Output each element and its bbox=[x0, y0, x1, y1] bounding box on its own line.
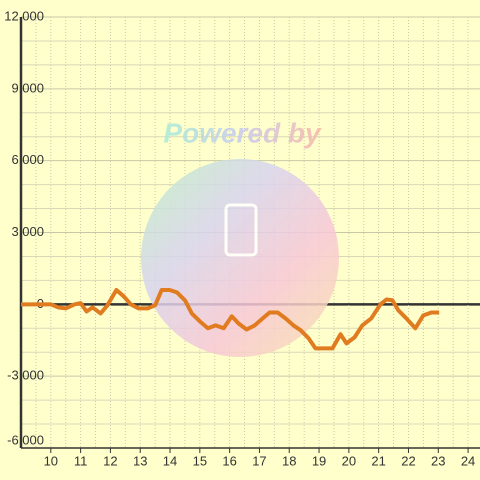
x-tick-label: 17 bbox=[252, 453, 266, 468]
x-tick-label: 22 bbox=[401, 453, 415, 468]
y-tick-label: 9,000 bbox=[11, 80, 44, 95]
x-tick-label: 11 bbox=[74, 453, 88, 468]
x-tick-label: 10 bbox=[44, 453, 58, 468]
y-tick-label: 12,000 bbox=[4, 8, 44, 23]
x-tick-label: 18 bbox=[282, 453, 296, 468]
x-tick-label: 12 bbox=[103, 453, 117, 468]
y-tick-label: 6,000 bbox=[11, 152, 44, 167]
x-tick-label: 16 bbox=[222, 453, 236, 468]
x-tick-label: 21 bbox=[371, 453, 385, 468]
line-series bbox=[21, 287, 440, 351]
x-tick-label: 23 bbox=[431, 453, 445, 468]
x-tick-label: 20 bbox=[342, 453, 356, 468]
y-tick-label: -6,000 bbox=[7, 432, 44, 447]
watermark-text: Powered by bbox=[163, 117, 322, 148]
watermark-logo bbox=[141, 159, 339, 357]
x-tick-label: 24 bbox=[461, 453, 475, 468]
x-tick-label: 15 bbox=[193, 453, 207, 468]
x-tick-label: 14 bbox=[163, 453, 177, 468]
y-tick-label: 3,000 bbox=[11, 224, 44, 239]
x-tick-label: 19 bbox=[312, 453, 326, 468]
x-tick-label: 13 bbox=[133, 453, 147, 468]
watermark: Powered by bbox=[141, 117, 339, 357]
y-tick-label: -3,000 bbox=[7, 368, 44, 383]
watermark-icon bbox=[224, 203, 258, 257]
